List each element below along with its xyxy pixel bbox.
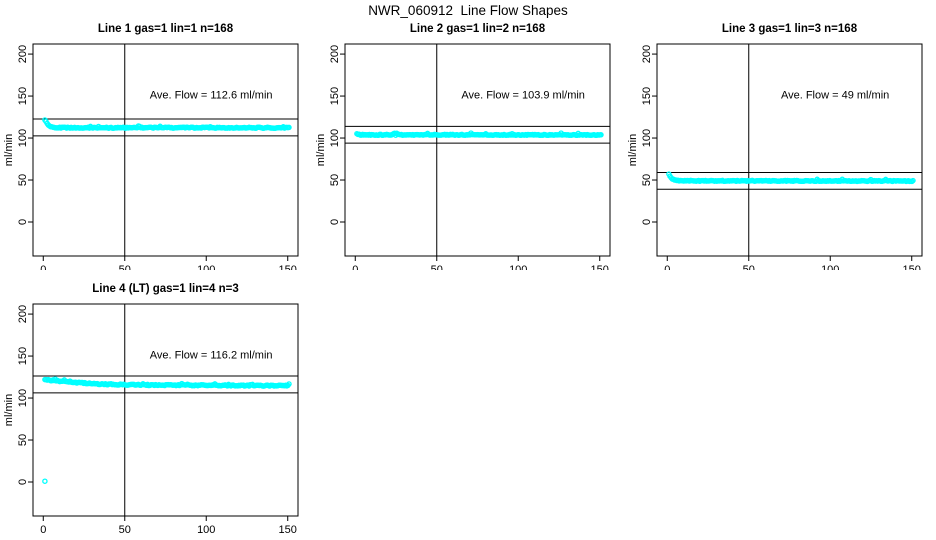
x-tick-label: 0	[352, 264, 358, 270]
y-tick-label: 50	[17, 174, 29, 186]
reference-lines	[33, 304, 298, 516]
x-tick-label: 150	[903, 264, 921, 270]
y-axis: 0 50 100 150 200	[17, 305, 33, 485]
plot-svg: Line 3 gas=1 lin=3 n=168 0 50 100 150 0 50 100 1…	[627, 23, 923, 276]
y-tick-label: 100	[329, 129, 341, 147]
panel-line-4: Line 4 (LT) gas=1 lin=4 n=3 0 50 100 150 0 50 1…	[0, 270, 312, 540]
panel-title: Line 4 (LT) gas=1 lin=4 n=3	[92, 283, 238, 295]
x-axis: 0 50 100 150	[40, 516, 297, 536]
plot-box	[656, 43, 923, 257]
y-tick-label: 50	[641, 174, 653, 186]
y-axis-label: ml/min	[3, 394, 15, 426]
y-tick-label: 100	[17, 389, 29, 407]
x-tick-label: 50	[431, 264, 443, 270]
x-tick-label: 100	[509, 264, 527, 270]
data-points	[354, 130, 604, 139]
y-axis: 0 50 100 150 200	[329, 45, 345, 225]
y-tick-label: 150	[329, 87, 341, 105]
plot-svg: Line 2 gas=1 lin=2 n=168 0 50 100 150 0 50 100 1…	[315, 23, 611, 276]
reference-lines	[33, 44, 298, 256]
reference-lines	[345, 44, 610, 256]
y-tick-label: 0	[329, 219, 341, 225]
x-tick-label: 0	[664, 264, 670, 270]
x-axis: 0 50 100 150	[352, 256, 609, 276]
panel-title: Line 1 gas=1 lin=1 n=168	[98, 23, 234, 35]
data-points	[666, 171, 916, 185]
y-axis: 0 50 100 150 200	[17, 45, 33, 225]
panel-line-2: Line 2 gas=1 lin=2 n=168 0 50 100 150 0 50 100 1…	[312, 0, 624, 276]
x-tick-label: 0	[40, 524, 46, 536]
y-axis-label: ml/min	[627, 134, 639, 166]
ave-flow-annotation: Ave. Flow = 103.9 ml/min	[461, 90, 585, 102]
x-tick-label: 150	[591, 264, 609, 270]
y-tick-label: 200	[17, 45, 29, 63]
y-tick-label: 100	[641, 129, 653, 147]
ave-flow-annotation: Ave. Flow = 49 ml/min	[781, 90, 889, 102]
data-points	[42, 117, 292, 131]
x-tick-label: 50	[743, 264, 755, 270]
panel-title: Line 2 gas=1 lin=2 n=168	[410, 23, 546, 35]
panel-line-1: Line 1 gas=1 lin=1 n=168 0 50 100 150 0 50 100 1…	[0, 0, 312, 276]
x-tick-label: 50	[119, 524, 131, 536]
outlier-point	[42, 478, 48, 484]
ave-flow-annotation: Ave. Flow = 116.2 ml/min	[150, 350, 273, 362]
y-tick-label: 50	[329, 174, 341, 186]
plot-box	[32, 43, 299, 257]
x-tick-label: 100	[821, 264, 839, 270]
y-tick-label: 150	[17, 347, 29, 365]
y-tick-label: 0	[17, 219, 29, 225]
x-tick-label: 100	[197, 524, 215, 536]
plot-box	[32, 303, 299, 517]
y-axis: 0 50 100 150 200	[641, 45, 657, 225]
x-axis: 0 50 100 150	[664, 256, 921, 276]
y-tick-label: 100	[17, 129, 29, 147]
data-points	[42, 376, 292, 484]
panel-line-3: Line 3 gas=1 lin=3 n=168 0 50 100 150 0 50 100 1…	[624, 0, 936, 276]
y-tick-label: 150	[17, 87, 29, 105]
y-tick-label: 200	[329, 45, 341, 63]
y-tick-label: 150	[641, 87, 653, 105]
x-tick-label: 150	[279, 524, 297, 536]
y-tick-label: 200	[17, 305, 29, 323]
figure-title: NWR_060912 Line Flow Shapes	[368, 3, 568, 18]
y-tick-label: 0	[17, 479, 29, 485]
y-tick-label: 50	[17, 434, 29, 446]
y-tick-label: 200	[641, 45, 653, 63]
y-axis-label: ml/min	[315, 134, 327, 166]
plot-box	[344, 43, 611, 257]
plot-svg: Line 4 (LT) gas=1 lin=4 n=3 0 50 100 150 0 50 1…	[3, 283, 299, 536]
ave-flow-annotation: Ave. Flow = 112.6 ml/min	[150, 90, 273, 102]
panel-title: Line 3 gas=1 lin=3 n=168	[722, 23, 858, 35]
y-axis-label: ml/min	[3, 134, 15, 166]
reference-lines	[657, 44, 922, 256]
x-axis: 0 50 100 150	[40, 256, 297, 276]
y-tick-label: 0	[641, 219, 653, 225]
